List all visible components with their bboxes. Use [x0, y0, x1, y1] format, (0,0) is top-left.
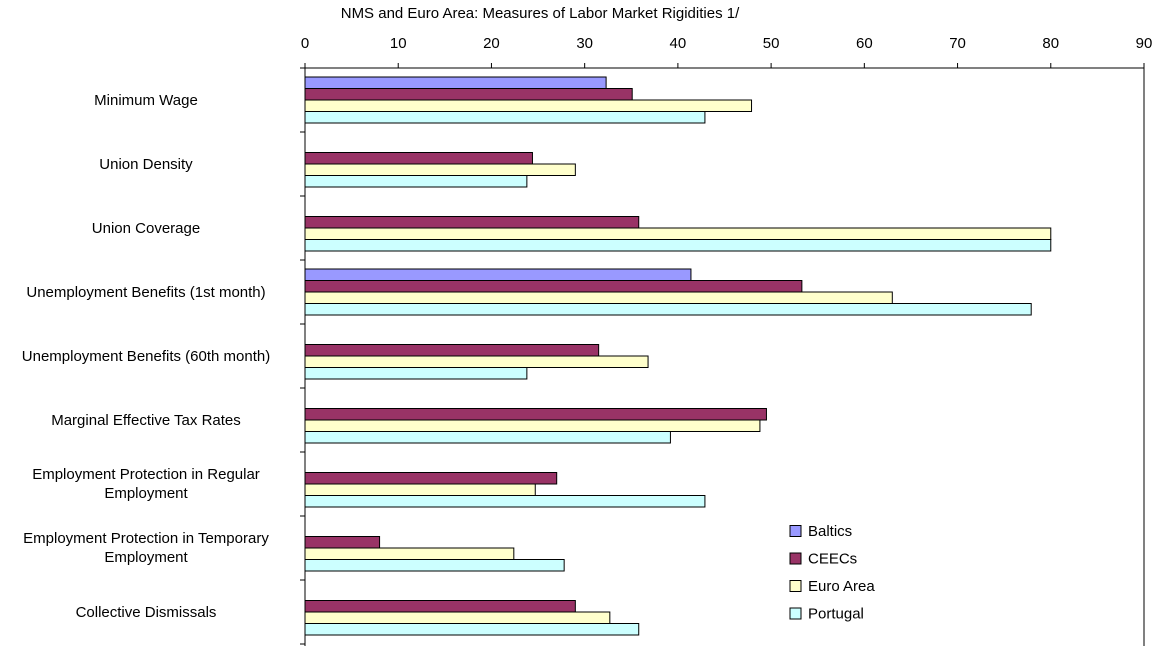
chart-title: NMS and Euro Area: Measures of Labor Mar… — [341, 5, 740, 22]
y-tick-label: Union Coverage — [91, 219, 201, 237]
bar — [304, 355, 649, 368]
y-tick-label: Collective Dismissals — [75, 603, 217, 621]
legend-label: CEECs — [808, 550, 857, 567]
y-tick-label: Minimum Wage — [94, 91, 198, 109]
bar — [304, 111, 706, 124]
x-tick-label: 70 — [949, 35, 966, 52]
bar — [304, 431, 671, 444]
x-tick-label: 90 — [1136, 35, 1153, 52]
bar — [304, 611, 611, 624]
bar — [304, 600, 576, 613]
x-tick-label: 10 — [390, 35, 407, 52]
x-tick-label: 0 — [301, 35, 309, 52]
bar — [304, 280, 803, 293]
bar — [304, 559, 565, 572]
bar — [304, 483, 536, 496]
legend-swatch — [789, 525, 802, 537]
legend-swatch — [789, 580, 802, 592]
bar — [304, 152, 533, 165]
legend-label: Portugal — [808, 605, 864, 622]
x-tick-label: 60 — [856, 35, 873, 52]
legend-swatch — [789, 552, 802, 565]
bar — [304, 216, 640, 229]
x-tick-label: 20 — [483, 35, 500, 52]
x-tick-label: 40 — [670, 35, 687, 52]
bar — [304, 472, 558, 485]
bar — [304, 163, 576, 176]
bar — [304, 227, 1052, 240]
bar — [304, 88, 633, 101]
bar — [304, 367, 528, 380]
bar — [304, 239, 1052, 252]
x-tick-label: 30 — [576, 35, 593, 52]
y-tick-label: Marginal Effective Tax Rates — [51, 411, 241, 429]
x-tick-label: 50 — [763, 35, 780, 52]
legend-swatch — [789, 607, 802, 620]
y-tick-label: Unemployment Benefits (1st month) — [26, 283, 266, 301]
bar — [304, 536, 381, 549]
legend-label: Euro Area — [808, 578, 875, 595]
y-tick-label: Unemployment Benefits (60th month) — [21, 347, 271, 365]
legend-label: Baltics — [808, 523, 852, 540]
bar — [304, 623, 640, 636]
bar — [304, 291, 893, 304]
y-tick-label: Union Density — [99, 155, 193, 173]
bar — [304, 419, 761, 432]
bar — [304, 408, 767, 421]
bar — [304, 303, 1032, 316]
y-tick-label: Employment Protection in Regular Employm… — [32, 466, 260, 502]
x-tick-label: 80 — [1042, 35, 1059, 52]
bar — [304, 547, 515, 560]
bar — [304, 495, 706, 508]
bar — [304, 175, 528, 188]
bar — [304, 76, 607, 89]
y-tick-label: Employment Protection in Temporary Emplo… — [23, 530, 269, 566]
bar — [304, 99, 753, 112]
bar — [304, 268, 692, 281]
bar — [304, 344, 600, 357]
